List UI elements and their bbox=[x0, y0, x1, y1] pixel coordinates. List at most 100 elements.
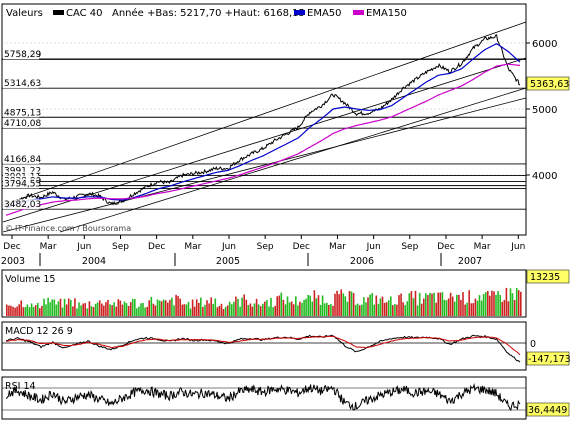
volume-bar bbox=[299, 301, 301, 316]
volume-bar bbox=[387, 300, 390, 316]
volume-bar bbox=[505, 287, 508, 316]
volume-bar bbox=[334, 293, 336, 316]
valeurs-label[interactable]: Valeurs bbox=[6, 8, 43, 19]
volume-bar bbox=[177, 296, 179, 316]
volume-bar bbox=[241, 297, 243, 316]
volume-bar bbox=[344, 296, 347, 316]
volume-bar bbox=[107, 299, 109, 316]
volume-bar bbox=[162, 299, 165, 316]
volume-bar bbox=[495, 294, 497, 316]
volume-bar bbox=[309, 295, 311, 316]
volume-bar bbox=[280, 292, 283, 316]
level-label: 4710,08 bbox=[4, 119, 41, 129]
volume-bar bbox=[497, 291, 499, 316]
ema50-line bbox=[5, 43, 521, 209]
volume-bar bbox=[443, 299, 446, 316]
price-y-axis: 6000 5000 4000 bbox=[526, 39, 557, 182]
volume-bar bbox=[282, 299, 285, 316]
volume-bar bbox=[470, 303, 473, 316]
macd-title: MACD 12 26 9 bbox=[5, 326, 73, 337]
volume-bar bbox=[187, 301, 190, 316]
volume-bar bbox=[484, 292, 487, 316]
volume-bar bbox=[144, 307, 146, 316]
level-label: 3794,55 bbox=[4, 180, 41, 190]
ema50-legend-swatch bbox=[294, 10, 305, 15]
volume-bar bbox=[134, 299, 136, 316]
volume-bar bbox=[26, 304, 29, 316]
volume-bar bbox=[32, 306, 35, 316]
volume-bar bbox=[231, 304, 233, 316]
month-tick-label: Sep bbox=[112, 242, 129, 252]
rsi-plot-area bbox=[1, 376, 527, 420]
macd-panel: MACD 12 26 9 0 -147,173 bbox=[1, 321, 570, 371]
last-price-box bbox=[526, 76, 570, 91]
macd-value-box bbox=[526, 351, 570, 366]
volume-bar bbox=[216, 307, 219, 316]
volume-bar bbox=[55, 304, 58, 316]
volume-bar bbox=[179, 298, 181, 316]
volume-bar bbox=[169, 299, 171, 316]
last-price-value: 5363,63 bbox=[530, 79, 569, 90]
horizontal-levels bbox=[2, 58, 526, 210]
volume-bar bbox=[342, 293, 345, 316]
volume-bar bbox=[237, 299, 239, 316]
volume-bar bbox=[181, 304, 184, 316]
volume-bar bbox=[14, 307, 16, 316]
macd-plot-area bbox=[1, 321, 527, 371]
price-y-tick-label: 6000 bbox=[532, 39, 557, 50]
volume-bar bbox=[509, 288, 512, 316]
volume-bar bbox=[437, 292, 439, 316]
year-label: 2006 bbox=[350, 256, 374, 267]
volume-bar bbox=[82, 303, 84, 316]
level-label-bg bbox=[3, 107, 39, 118]
ema150-line bbox=[5, 63, 521, 216]
volume-bar bbox=[474, 298, 477, 316]
volume-bar bbox=[323, 303, 326, 316]
volume-bar bbox=[72, 306, 74, 316]
volume-bar bbox=[487, 291, 489, 316]
volume-bar bbox=[480, 300, 483, 316]
volume-bar bbox=[513, 300, 516, 316]
volume-bar bbox=[464, 304, 466, 316]
rsi-series-group bbox=[5, 382, 521, 412]
volume-bar bbox=[195, 299, 198, 316]
volume-bar bbox=[70, 299, 72, 316]
volume-bar bbox=[88, 301, 91, 316]
volume-panel: Volume 15 13235 bbox=[1, 269, 570, 318]
volume-bar bbox=[346, 301, 349, 316]
volume-bar bbox=[499, 294, 501, 316]
volume-bar bbox=[489, 295, 491, 316]
volume-bar bbox=[317, 295, 320, 316]
volume-bar bbox=[41, 305, 43, 316]
volume-bar bbox=[336, 290, 338, 316]
volume-bar bbox=[363, 297, 365, 316]
month-tick-label: Dec bbox=[3, 242, 20, 252]
volume-bar bbox=[156, 299, 159, 316]
volume-bar bbox=[330, 303, 332, 316]
volume-bar bbox=[150, 296, 153, 316]
volume-bar bbox=[420, 303, 423, 316]
volume-bar bbox=[65, 304, 68, 316]
volume-bar bbox=[272, 307, 274, 316]
volume-bar bbox=[396, 304, 398, 316]
volume-bar bbox=[249, 303, 252, 316]
volume-bar bbox=[171, 297, 173, 316]
level-label-bg bbox=[3, 199, 39, 210]
volume-bar bbox=[425, 293, 427, 316]
volume-bar bbox=[262, 303, 264, 316]
volume-bar bbox=[204, 304, 206, 316]
volume-bar bbox=[520, 291, 522, 316]
volume-bar bbox=[148, 300, 150, 316]
volume-bar bbox=[305, 298, 307, 316]
volume-bar bbox=[138, 306, 140, 316]
year-label: 2003 bbox=[1, 256, 25, 267]
volume-bar bbox=[63, 298, 66, 316]
volume-bar bbox=[439, 292, 442, 316]
volume-bars bbox=[6, 287, 522, 316]
price-line bbox=[5, 34, 521, 207]
volume-bar bbox=[412, 298, 415, 316]
volume-bar bbox=[447, 298, 450, 316]
volume-bar bbox=[375, 295, 378, 316]
price-grid bbox=[2, 42, 526, 176]
